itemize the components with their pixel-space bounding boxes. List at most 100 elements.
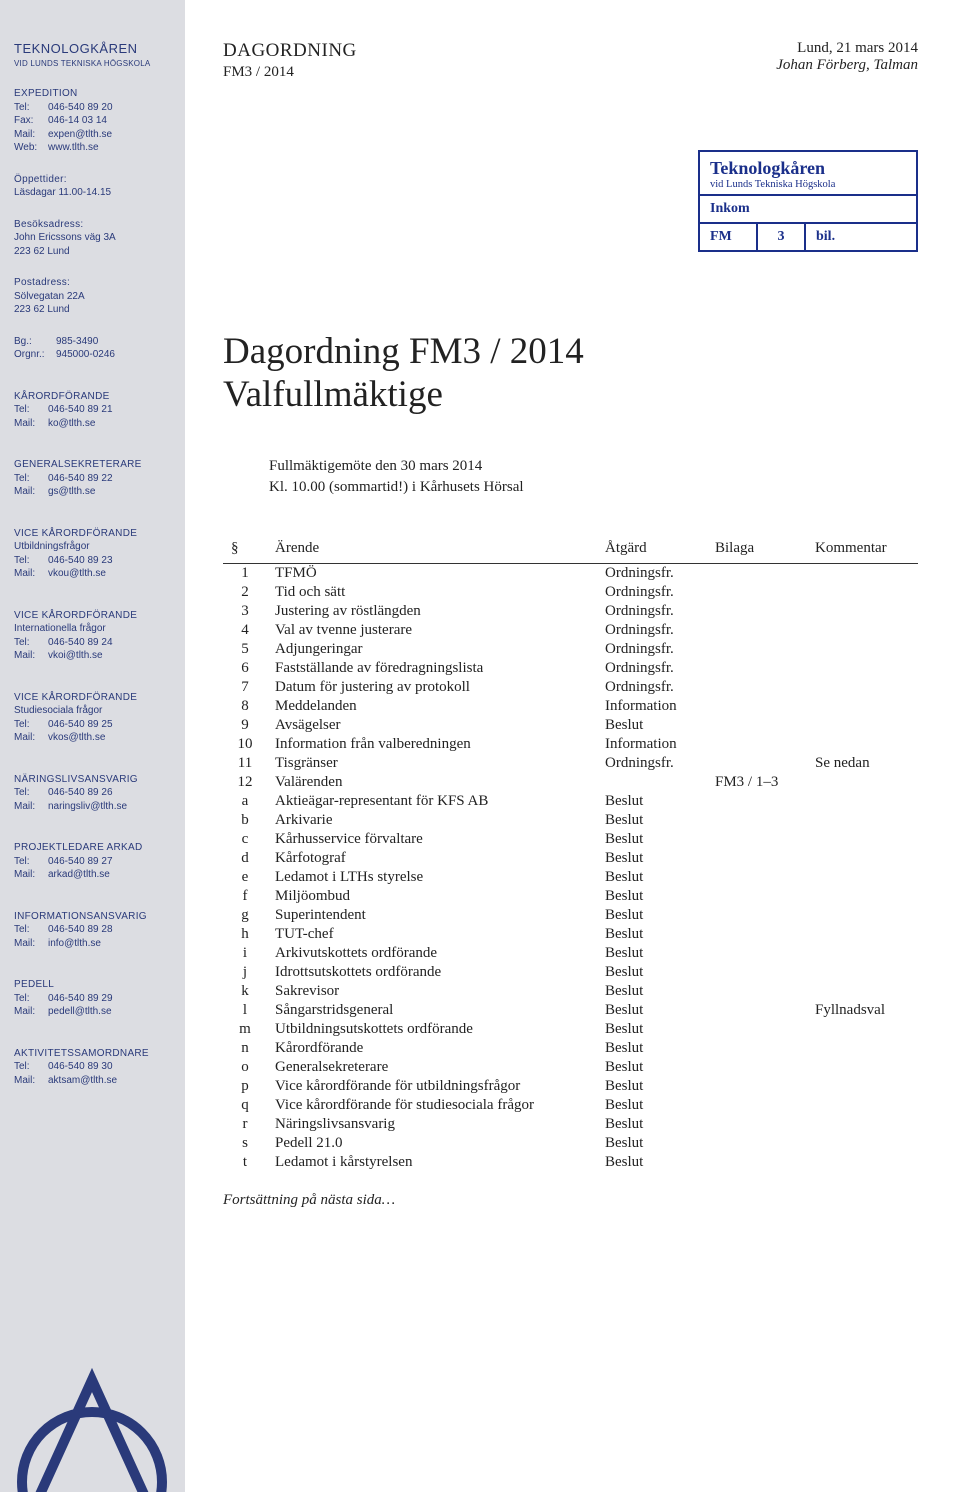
cell-num: g bbox=[223, 906, 267, 925]
cell-arende: Idrottsutskottets ordförande bbox=[267, 963, 597, 982]
cell-num: 10 bbox=[223, 735, 267, 754]
contact-sub: Internationella frågor bbox=[14, 622, 171, 636]
cell-kommentar: Se nedan bbox=[807, 754, 918, 773]
cell-atgard: Information bbox=[597, 697, 707, 716]
contact-mail-label: Mail: bbox=[14, 567, 48, 581]
contact-block: VICE KÅRORDFÖRANDEUtbildningsfrågorTel:0… bbox=[14, 527, 171, 581]
meeting-line1: Fullmäktigemöte den 30 mars 2014 bbox=[269, 456, 918, 477]
cell-arende: Kårordförande bbox=[267, 1039, 597, 1058]
sidebar-logo-sub: VID LUNDS TEKNISKA HÖGSKOLA bbox=[14, 59, 171, 70]
cell-bilaga bbox=[707, 1020, 807, 1039]
postadress-l1: Sölvegatan 22A bbox=[14, 290, 171, 304]
stamp-num: 3 bbox=[758, 224, 806, 250]
orgnr-label: Orgnr.: bbox=[14, 348, 56, 362]
cell-num: f bbox=[223, 887, 267, 906]
cell-num: k bbox=[223, 982, 267, 1001]
doc-type: DAGORDNING bbox=[223, 40, 357, 62]
cell-kommentar bbox=[807, 963, 918, 982]
cell-arende: Sakrevisor bbox=[267, 982, 597, 1001]
stamp-sub: vid Lunds Tekniska Högskola bbox=[710, 179, 906, 190]
contact-sub: Utbildningsfrågor bbox=[14, 540, 171, 554]
cell-bilaga bbox=[707, 925, 807, 944]
contact-block: INFORMATIONSANSVARIGTel:046-540 89 28Mai… bbox=[14, 910, 171, 951]
table-row: fMiljöombudBeslut bbox=[223, 887, 918, 906]
cell-bilaga bbox=[707, 754, 807, 773]
cell-kommentar bbox=[807, 678, 918, 697]
table-row: jIdrottsutskottets ordförandeBeslut bbox=[223, 963, 918, 982]
th-arende: Ärende bbox=[267, 538, 597, 564]
table-row: aAktieägar-representant för KFS ABBeslut bbox=[223, 792, 918, 811]
cell-num: n bbox=[223, 1039, 267, 1058]
contact-heading: INFORMATIONSANSVARIG bbox=[14, 910, 171, 924]
cell-arende: Utbildningsutskottets ordförande bbox=[267, 1020, 597, 1039]
contact-heading: PEDELL bbox=[14, 978, 171, 992]
cell-bilaga bbox=[707, 887, 807, 906]
cell-arende: Miljöombud bbox=[267, 887, 597, 906]
cell-atgard: Beslut bbox=[597, 868, 707, 887]
cell-bilaga bbox=[707, 621, 807, 640]
oppettider-block: Öppettider: Läsdagar 11.00-14.15 bbox=[14, 173, 171, 200]
besoksadress-block: Besöksadress: John Ericssons väg 3A 223 … bbox=[14, 218, 171, 259]
contact-tel: 046-540 89 28 bbox=[48, 923, 113, 937]
cell-atgard: Ordningsfr. bbox=[597, 659, 707, 678]
cell-arende: Sångarstridsgeneral bbox=[267, 1001, 597, 1020]
cell-bilaga bbox=[707, 716, 807, 735]
main-content: DAGORDNING FM3 / 2014 Lund, 21 mars 2014… bbox=[185, 0, 960, 1492]
table-row: 8MeddelandenInformation bbox=[223, 697, 918, 716]
stamp-fm: FM bbox=[700, 224, 758, 250]
cell-atgard: Beslut bbox=[597, 906, 707, 925]
cell-num: q bbox=[223, 1096, 267, 1115]
contact-heading: GENERALSEKRETERARE bbox=[14, 458, 171, 472]
cell-num: 4 bbox=[223, 621, 267, 640]
cell-bilaga bbox=[707, 697, 807, 716]
cell-bilaga bbox=[707, 1115, 807, 1134]
exp-tel: 046-540 89 20 bbox=[48, 101, 113, 115]
contact-sub: Studiesociala frågor bbox=[14, 704, 171, 718]
cell-arende: Information från valberedningen bbox=[267, 735, 597, 754]
cell-kommentar bbox=[807, 1153, 918, 1172]
cell-num: a bbox=[223, 792, 267, 811]
contact-mail-label: Mail: bbox=[14, 868, 48, 882]
cell-atgard: Ordningsfr. bbox=[597, 678, 707, 697]
cell-arende: Avsägelser bbox=[267, 716, 597, 735]
cell-num: t bbox=[223, 1153, 267, 1172]
contact-tel: 046-540 89 24 bbox=[48, 636, 113, 650]
contact-block: GENERALSEKRETERARETel:046-540 89 22Mail:… bbox=[14, 458, 171, 499]
postadress-heading: Postadress: bbox=[14, 276, 171, 290]
cell-kommentar bbox=[807, 564, 918, 584]
cell-kommentar bbox=[807, 792, 918, 811]
table-row: 1TFMÖOrdningsfr. bbox=[223, 564, 918, 584]
cell-atgard: Ordningsfr. bbox=[597, 640, 707, 659]
cell-arende: Datum för justering av protokoll bbox=[267, 678, 597, 697]
header-left: DAGORDNING FM3 / 2014 bbox=[223, 40, 357, 81]
table-row: 6Fastställande av föredragningslistaOrdn… bbox=[223, 659, 918, 678]
cell-bilaga bbox=[707, 1096, 807, 1115]
cell-atgard: Beslut bbox=[597, 830, 707, 849]
contact-heading: VICE KÅRORDFÖRANDE bbox=[14, 527, 171, 541]
cell-arende: Superintendent bbox=[267, 906, 597, 925]
cell-arende: Vice kårordförande för studiesociala frå… bbox=[267, 1096, 597, 1115]
agenda-header-row: § Ärende Åtgärd Bilaga Kommentar bbox=[223, 538, 918, 564]
exp-web-label: Web: bbox=[14, 141, 48, 155]
cell-bilaga bbox=[707, 792, 807, 811]
contact-heading: VICE KÅRORDFÖRANDE bbox=[14, 609, 171, 623]
cell-bilaga bbox=[707, 906, 807, 925]
table-row: hTUT-chefBeslut bbox=[223, 925, 918, 944]
receipt-stamp: Teknologkåren vid Lunds Tekniska Högskol… bbox=[698, 150, 918, 252]
table-row: sPedell 21.0Beslut bbox=[223, 1134, 918, 1153]
oppettider-heading: Öppettider: bbox=[14, 173, 171, 187]
table-row: pVice kårordförande för utbildningsfrågo… bbox=[223, 1077, 918, 1096]
table-row: cKårhusservice förvaltareBeslut bbox=[223, 830, 918, 849]
contact-tel: 046-540 89 27 bbox=[48, 855, 113, 869]
cell-arende: Arkivutskottets ordförande bbox=[267, 944, 597, 963]
cell-num: l bbox=[223, 1001, 267, 1020]
contact-mail-label: Mail: bbox=[14, 485, 48, 499]
cell-num: c bbox=[223, 830, 267, 849]
cell-bilaga bbox=[707, 583, 807, 602]
table-row: 12ValärendenFM3 / 1–3 bbox=[223, 773, 918, 792]
exp-web: www.tlth.se bbox=[48, 141, 99, 155]
contact-heading: NÄRINGSLIVSANSVARIG bbox=[14, 773, 171, 787]
cell-atgard: Beslut bbox=[597, 1001, 707, 1020]
cell-kommentar bbox=[807, 849, 918, 868]
cell-num: o bbox=[223, 1058, 267, 1077]
